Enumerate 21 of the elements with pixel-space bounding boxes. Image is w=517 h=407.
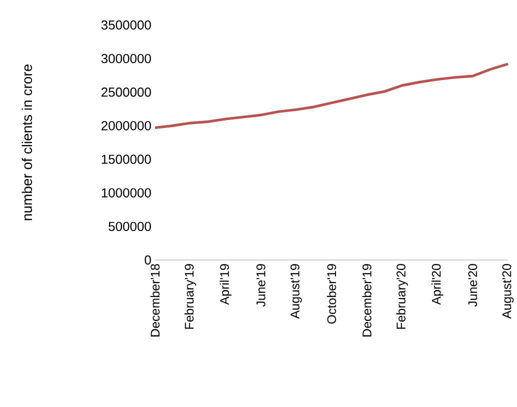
x-tick-label: December'19 — [362, 264, 372, 336]
y-tick-label: 0 — [144, 255, 151, 265]
x-tick-label: April'19 — [220, 264, 232, 305]
y-tick-label: 1000000 — [102, 188, 151, 198]
x-tick-label: December'18 — [150, 264, 160, 336]
y-tick-label: 2000000 — [102, 121, 151, 130]
x-tick-label: August'19 — [290, 264, 302, 319]
y-tick-label: 3500000 — [101, 20, 151, 30]
y-tick-label: 500000 — [108, 222, 151, 232]
y-tick-label: 2500000 — [102, 88, 151, 97]
x-tick-label: June'20 — [468, 264, 478, 307]
y-tick-label: 3000000 — [101, 54, 151, 64]
x-tick-label: February'20 — [396, 264, 408, 329]
x-tick-label: June'19 — [256, 264, 266, 307]
x-tick-label: April'20 — [432, 264, 444, 305]
y-axis-title: number of clients in crore — [22, 64, 32, 220]
line-series — [154, 62, 510, 130]
x-tick-label: August'20 — [502, 264, 514, 319]
x-tick-label: October'19 — [326, 264, 336, 324]
x-tick-label: February'19 — [184, 264, 196, 329]
y-tick-label: 1500000 — [102, 154, 151, 164]
